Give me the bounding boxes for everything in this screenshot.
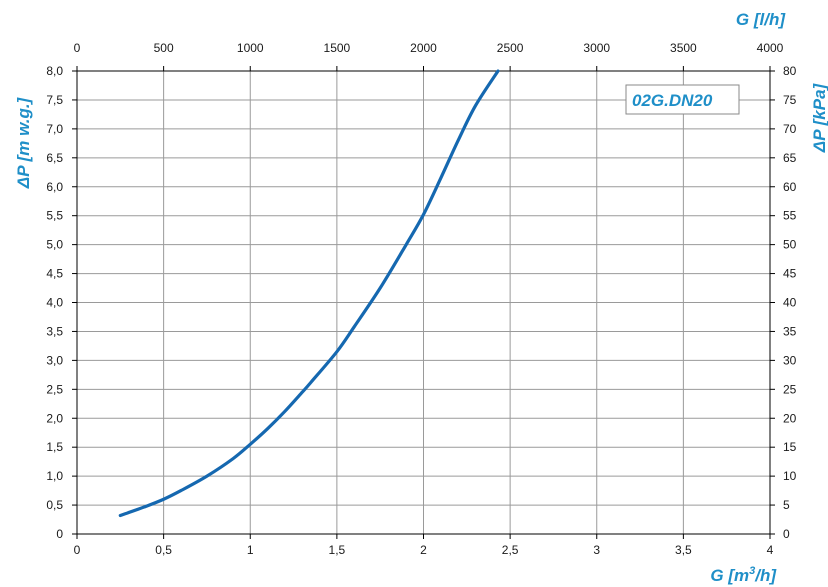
left-tick-label: 0,5 (46, 498, 63, 512)
right-tick-label: 50 (783, 238, 797, 252)
right-tick-label: 55 (783, 209, 797, 223)
top-tick-label: 2000 (410, 41, 437, 55)
left-tick-label: 8,0 (46, 64, 63, 78)
left-tick-label: 7,0 (46, 122, 63, 136)
bottom-tick-labels: 0 0,5 1 1,5 2 2,5 3 3,5 4 (74, 543, 774, 557)
bottom-tick-label: 0 (74, 543, 81, 557)
top-tick-label: 500 (154, 41, 174, 55)
right-tick-label: 65 (783, 151, 797, 165)
left-tick-label: 3,5 (46, 324, 63, 338)
left-tick-labels: 0 0,5 1,0 1,5 2,0 2,5 3,0 3,5 4,0 4,5 5,0 5,5 6,0 6,5… (46, 64, 63, 541)
bottom-tick-label: 3,5 (675, 543, 692, 557)
right-tick-label: 10 (783, 469, 797, 483)
left-tick-label: 6,0 (46, 180, 63, 194)
left-tick-label: 3,0 (46, 353, 63, 367)
left-tick-label: 6,5 (46, 151, 63, 165)
bottom-axis-title-main: G [m (710, 566, 749, 585)
right-tick-label: 60 (783, 180, 797, 194)
bottom-tick-label: 2 (420, 543, 427, 557)
top-tick-labels: 0 500 1000 1500 2000 2500 3000 3500 4000 (74, 41, 784, 55)
bottom-axis-title-end: /h] (754, 566, 777, 585)
right-tick-label: 45 (783, 267, 797, 281)
series-label-frame (625, 84, 740, 115)
top-tick-label: 2500 (497, 41, 524, 55)
top-tick-label: 4000 (757, 41, 784, 55)
left-tick-label: 7,5 (46, 93, 63, 107)
left-tick-label: 0 (56, 527, 63, 541)
grid (76, 70, 771, 535)
left-tick-label: 5,5 (46, 209, 63, 223)
bottom-tick-label: 4 (767, 543, 774, 557)
left-tick-label: 2,5 (46, 382, 63, 396)
series-label: 02G.DN20 (632, 91, 713, 110)
right-tick-label: 30 (783, 353, 797, 367)
right-tick-label: 25 (783, 382, 797, 396)
left-tick-label: 4,0 (46, 296, 63, 310)
left-axis-title: ΔP [m w.g.] (14, 96, 33, 189)
right-axis-title: ΔP [kPa] (810, 82, 828, 153)
right-tick-label: 35 (783, 324, 797, 338)
top-tick-label: 1000 (237, 41, 264, 55)
left-tick-label: 4,5 (46, 267, 63, 281)
series-label-box: 02G.DN20 (625, 84, 740, 115)
right-tick-label: 0 (783, 527, 790, 541)
right-tick-labels: 0 5 10 15 20 25 30 35 40 45 50 55 60 65 70 75 80 (783, 64, 797, 541)
bottom-tick-label: 1 (247, 543, 254, 557)
top-tick-label: 1500 (324, 41, 351, 55)
bottom-tick-label: 2,5 (502, 543, 519, 557)
bottom-tick-label: 3 (593, 543, 600, 557)
right-tick-label: 75 (783, 93, 797, 107)
left-tick-label: 5,0 (46, 238, 63, 252)
left-tick-label: 1,0 (46, 469, 63, 483)
bottom-tick-label: 1,5 (329, 543, 346, 557)
right-tick-label: 80 (783, 64, 797, 78)
bottom-tick-label: 0,5 (155, 543, 172, 557)
top-tick-label: 3000 (583, 41, 610, 55)
right-tick-label: 5 (783, 498, 790, 512)
series-line (118, 69, 500, 518)
left-tick-label: 1,5 (46, 440, 63, 454)
right-tick-label: 70 (783, 122, 797, 136)
right-tick-label: 20 (783, 411, 797, 425)
right-tick-label: 15 (783, 440, 797, 454)
top-tick-label: 0 (74, 41, 81, 55)
top-tick-label: 3500 (670, 41, 697, 55)
left-tick-label: 2,0 (46, 411, 63, 425)
bottom-axis-title-sup: 3 (749, 565, 755, 577)
top-axis-title: G [l/h] (736, 10, 786, 29)
right-tick-label: 40 (783, 296, 797, 310)
bottom-axis-title: G [m3/h] (710, 565, 777, 585)
ticks (72, 66, 775, 539)
